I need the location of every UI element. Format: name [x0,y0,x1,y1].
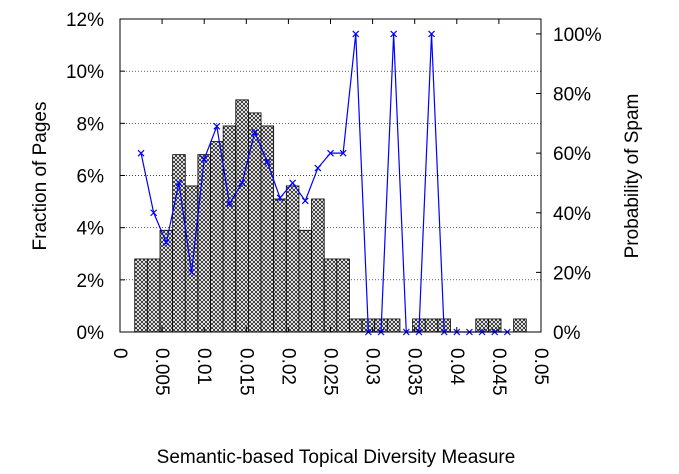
x-tick-label: 0.04 [446,348,467,385]
x-tick-label: 0.015 [235,348,256,396]
line-point-marker [188,268,195,276]
y-right-axis-ticks: 0% 20% 40% 60% 80% 100% [536,25,602,344]
line-point-marker [175,179,183,187]
y-left-axis-ticks: 0% 2% 4% 6% 8% 10% 12% [66,10,125,344]
y-right-tick-label: 0% [553,323,581,344]
line-point-marker [137,149,145,157]
bar [134,258,148,333]
line-point-marker [314,164,322,172]
line-point-marker [390,30,398,38]
y-right-axis-label: Probability of Spam [622,94,643,259]
x-axis-ticks: 0 0.005 0.01 0.015 0.02 0.025 0.03 0.035 0.04 0.0… [109,19,551,396]
bar [184,185,199,333]
y-left-tick-label: 0% [77,323,105,344]
bar [197,154,211,333]
x-tick-label: 0.025 [320,348,341,396]
bar [323,258,338,333]
x-tick-label: 0.02 [277,348,298,385]
line-point-marker [352,30,360,38]
y-left-tick-label: 8% [77,114,105,135]
line-point-marker [226,200,233,208]
y-right-tick-label: 80% [553,85,591,106]
x-tick-label: 0.03 [362,348,383,385]
y-right-tick-label: 60% [553,144,591,165]
bar [159,229,174,333]
bar [475,318,489,333]
y-right-tick-label: 100% [553,25,602,46]
y-left-tick-label: 6% [77,167,105,188]
y-right-tick-label: 40% [553,204,591,225]
x-tick-label: 0.05 [530,348,551,385]
bar-series [134,99,527,333]
line-point-marker [213,122,221,130]
x-tick-label: 0.035 [404,348,425,396]
line-point-marker [339,149,347,157]
bar [146,258,161,333]
bar [285,185,300,333]
bar [513,318,527,333]
y-left-tick-label: 12% [66,10,104,31]
line-point-marker [251,128,259,136]
line-point-marker [327,149,334,157]
line-point-marker [263,158,271,166]
y-left-axis-label: Fraction of Pages [30,102,51,251]
x-tick-label: 0.005 [151,348,172,396]
bar [386,318,401,333]
x-axis-label: Semantic-based Topical Diversity Measure [157,447,516,468]
line-point-marker [276,194,284,202]
line-point-marker [428,30,435,38]
line-point-marker [301,197,309,205]
bar [210,141,224,333]
y-left-tick-label: 10% [66,62,104,83]
bar [424,318,439,333]
y-left-tick-label: 4% [77,219,105,240]
x-tick-label: 0.01 [193,348,214,385]
bar [298,229,312,333]
line-point-marker [200,155,208,163]
bar [260,125,275,333]
x-tick-label: 0 [109,348,130,359]
line-point-marker [289,179,297,187]
y-left-tick-label: 2% [77,271,105,292]
bar [349,318,363,333]
bar [311,198,325,333]
bar [273,198,287,333]
y-right-tick-label: 20% [553,263,591,284]
bar [222,125,237,333]
x-tick-label: 0.045 [488,348,509,396]
bar [248,112,262,333]
bar [172,154,186,333]
line-point-marker [150,209,158,217]
bar [235,99,249,333]
line-point-marker [162,239,170,246]
line-point-marker [238,179,246,187]
bar [336,258,350,333]
